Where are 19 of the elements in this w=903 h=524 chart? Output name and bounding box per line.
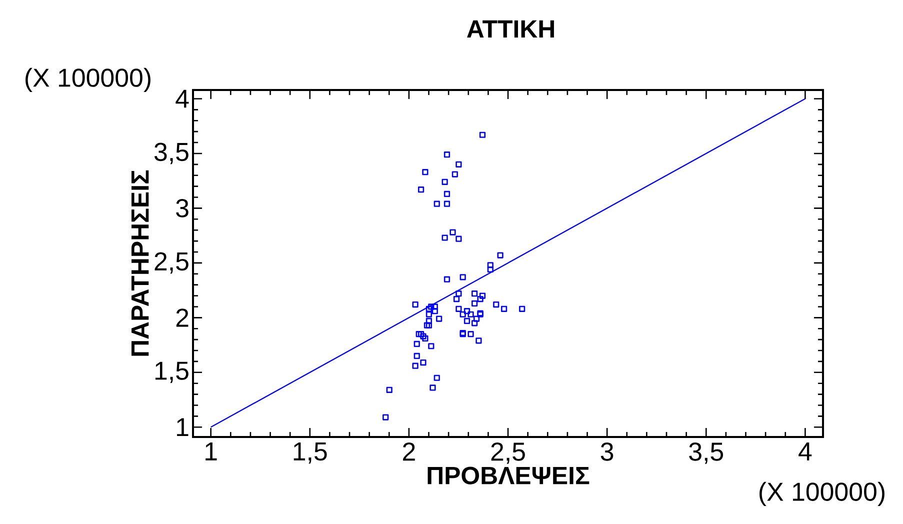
y-tick-label: 2 <box>176 308 188 327</box>
y-tick-label: 1 <box>177 418 188 436</box>
y-tick-label: 1,5 <box>155 362 188 383</box>
y-tick-label: 3 <box>176 199 188 218</box>
x-tick-label: 4 <box>798 442 812 460</box>
text: (X 100000) <box>26 68 150 92</box>
x-tick-label: 3 <box>600 442 614 461</box>
y-tick-label: 2,5 <box>154 252 188 274</box>
x-tick-label: 3,5 <box>689 442 724 464</box>
x-tick-label: 2 <box>403 442 415 461</box>
x-tick-label: 1,5 <box>294 442 327 464</box>
x-axis-title: ΠΡΟΒΛΕΨΕΙΣ <box>428 466 590 484</box>
x-tick-label: 2,5 <box>491 442 525 464</box>
chart-title: ΑΤΤΙΚΗ <box>467 20 554 38</box>
x-tick-label: 1 <box>206 442 217 460</box>
y-tick-label: 3,5 <box>154 142 188 164</box>
y-tick-label: 4 <box>176 90 189 108</box>
y-axis-title: ΠΑΡΑΤΗΡΗΣΕΙΣ <box>132 170 149 356</box>
text: (X 100000) <box>760 482 884 506</box>
